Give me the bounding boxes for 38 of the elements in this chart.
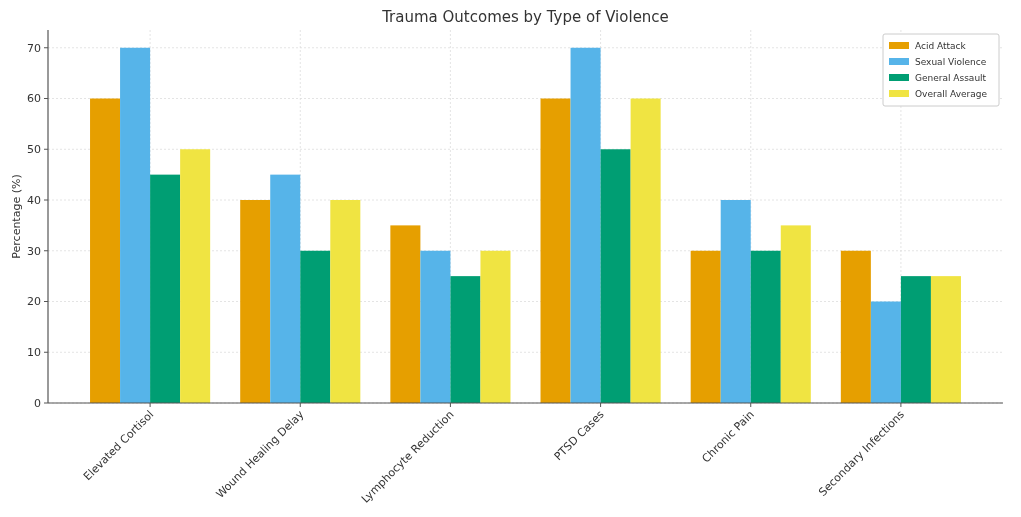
y-tick-label: 20 [27,295,41,309]
legend-label: Acid Attack [915,41,967,52]
bar [300,250,331,403]
chart-title: Trauma Outcomes by Type of Violence [381,8,669,26]
bar [630,98,661,403]
bar [840,250,871,403]
y-tick-label: 0 [34,396,41,410]
legend-label: General Assault [915,73,987,84]
bar [750,250,781,403]
bar [420,250,451,403]
bar [120,47,151,403]
y-axis-title: Percentage (%) [10,174,23,259]
bar [330,200,361,403]
bar [570,47,601,403]
bar [180,149,211,403]
bar [480,250,511,403]
bar [270,174,301,403]
bar [720,200,751,403]
bar [780,225,811,403]
y-tick-label: 40 [27,193,41,207]
y-tick-label: 70 [27,41,41,55]
bar [240,200,271,403]
bar [870,301,901,403]
legend-label: Overall Average [915,89,988,100]
y-tick-label: 60 [27,92,41,106]
bar [690,250,721,403]
bar [540,98,571,403]
y-tick-label: 30 [27,244,41,258]
bar [450,276,481,403]
bar [900,276,931,403]
bar [600,149,631,403]
bar [150,174,181,403]
bar [930,276,961,403]
y-tick-label: 10 [27,346,41,360]
legend-label: Sexual Violence [915,57,987,68]
bar [90,98,121,403]
bar [390,225,421,403]
y-tick-label: 50 [27,143,41,157]
